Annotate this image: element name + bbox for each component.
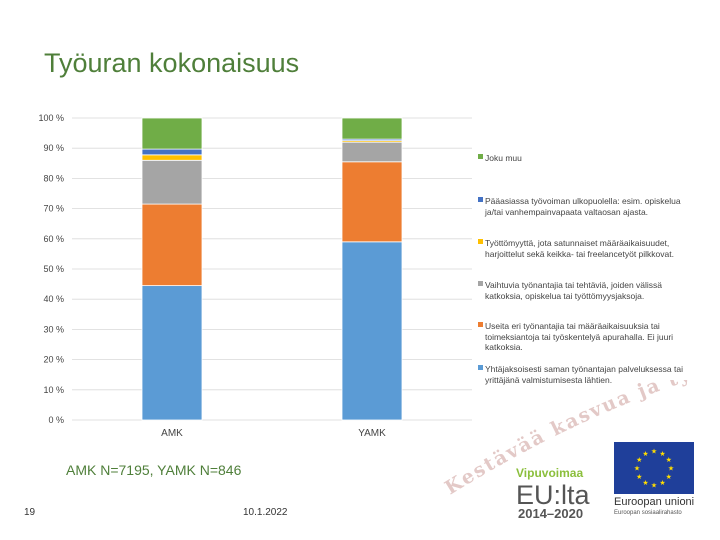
eu-union-label: Euroopan unioni (614, 496, 695, 508)
y-tick-label: 20 % (43, 355, 64, 365)
y-tick-label: 30 % (43, 324, 64, 334)
y-tick-label: 80 % (43, 173, 64, 183)
eu-star-icon: ★ (651, 482, 657, 490)
eu-star-icon: ★ (634, 465, 640, 473)
bar-segment (341, 161, 403, 243)
eu-star-icon: ★ (651, 448, 657, 456)
bar-segment (341, 117, 403, 140)
bar-segment (141, 203, 203, 287)
sample-size-note: AMK N=7195, YAMK N=846 (66, 462, 242, 478)
eu-lta-logo-text: EU:lta (516, 480, 590, 510)
legend-item-yhtajaksoisesti: Yhtäjaksoisesti saman työnantajan palvel… (478, 364, 693, 385)
y-tick-label: 10 % (43, 385, 64, 395)
legend-item-tyottomyytta: Työttömyyttä, jota satunnaiset määräaika… (478, 238, 693, 259)
page-number: 19 (24, 507, 36, 518)
eu-flag-icon: ★ ★★★★★★★★★★★ (614, 442, 694, 494)
bar-segment (141, 154, 203, 161)
y-tick-label: 40 % (43, 294, 64, 304)
legend-item-useita-tyonantajia: Useita eri työnantajia tai määräaikaisuu… (478, 321, 693, 353)
bar-segment (341, 141, 403, 163)
program-years: 2014–2020 (518, 506, 584, 521)
legend-swatch (478, 239, 483, 244)
legend-label: Pääasiassa työvoiman ulkopuolella: esim.… (485, 196, 681, 217)
eu-star-icon: ★ (642, 479, 648, 487)
legend-label: Työttömyyttä, jota satunnaiset määräaika… (485, 238, 674, 259)
y-tick-label: 0 % (48, 415, 64, 425)
legend-swatch (478, 365, 483, 370)
eu-fund-label: Euroopan sosiaalirahasto (614, 510, 682, 516)
eu-star-icon: ★ (659, 479, 665, 487)
bar-segment (341, 241, 403, 421)
bar-segment (141, 159, 203, 205)
vipuvoima-logo-text: Vipuvoimaa (516, 466, 584, 480)
eu-star-icon: ★ (666, 456, 672, 464)
legend-swatch (478, 281, 483, 286)
legend-item-joku-muu: Joku muu (478, 153, 693, 164)
eu-star-icon: ★ (636, 456, 642, 464)
legend-swatch (478, 154, 483, 159)
legend-label: Yhtäjaksoisesti saman työnantajan palvel… (485, 364, 683, 385)
legend-label: Vaihtuvia työnantajia tai tehtäviä, joid… (485, 280, 663, 301)
legend-swatch (478, 197, 483, 202)
y-tick-label: 100 % (38, 113, 64, 123)
eu-star-icon: ★ (666, 473, 672, 481)
legend-item-vaihtuvia-tyonantajia: Vaihtuvia työnantajia tai tehtäviä, joid… (478, 280, 693, 301)
legend-item-tyovoiman-ulkopuolella: Pääasiassa työvoiman ulkopuolella: esim.… (478, 196, 693, 217)
bar-segment (141, 117, 203, 150)
y-tick-label: 60 % (43, 234, 64, 244)
legend-swatch (478, 322, 483, 327)
legend-label: Joku muu (485, 153, 522, 163)
bar-segment (141, 285, 203, 421)
y-tick-label: 70 % (43, 204, 64, 214)
y-tick-label: 90 % (43, 143, 64, 153)
x-category-label: AMK (161, 428, 183, 439)
footer-date: 10.1.2022 (243, 507, 288, 518)
x-category-label: YAMK (358, 428, 386, 439)
legend-label: Useita eri työnantajia tai määräaikaisuu… (485, 321, 674, 352)
bar-segment (141, 148, 203, 156)
page-title: Työuran kokonaisuus (44, 48, 300, 78)
eu-star-icon: ★ (636, 473, 642, 481)
eu-star-icon: ★ (642, 450, 648, 458)
eu-star-icon: ★ (668, 465, 674, 473)
y-tick-label: 50 % (43, 264, 64, 274)
eu-star-icon: ★ (659, 450, 665, 458)
